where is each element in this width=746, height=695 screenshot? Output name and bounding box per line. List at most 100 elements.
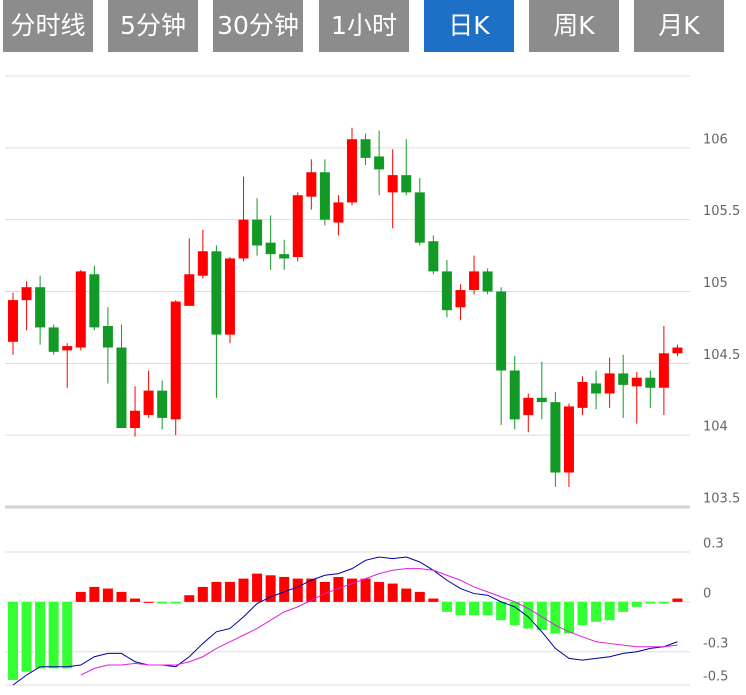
- macd-bar: [536, 601, 547, 631]
- macd-bar: [197, 586, 208, 602]
- macd-bar: [360, 578, 371, 602]
- candle-body: [48, 327, 59, 352]
- candle-body: [536, 397, 547, 403]
- y-tick-label: 105.5: [703, 204, 740, 219]
- candle-body: [658, 353, 669, 388]
- candle-body: [360, 139, 371, 158]
- candle-body: [265, 242, 276, 255]
- macd-bar: [252, 573, 263, 602]
- macd-bar: [414, 591, 425, 602]
- macd-bar: [428, 598, 439, 602]
- candle-body: [333, 202, 344, 223]
- candle-body: [604, 373, 615, 394]
- candle-body: [75, 271, 86, 348]
- y-tick-label: -0.5: [703, 670, 728, 685]
- macd-bar: [224, 581, 235, 602]
- candle-body: [184, 274, 195, 306]
- candle-body: [116, 347, 127, 428]
- candle-body: [563, 406, 574, 473]
- y-tick-label: 106: [703, 132, 728, 147]
- macd-bar: [184, 595, 195, 602]
- candle-body: [238, 219, 249, 259]
- candle-body: [631, 377, 642, 387]
- macd-bar: [130, 598, 141, 602]
- tab[interactable]: 日K: [424, 0, 514, 52]
- candle-body: [401, 175, 412, 193]
- candle-body: [252, 219, 263, 246]
- macd-bar: [306, 578, 317, 602]
- macd-bar: [563, 601, 574, 634]
- macd-bar: [35, 601, 46, 669]
- macd-bar: [170, 601, 181, 604]
- tab[interactable]: 5分钟: [108, 0, 198, 52]
- y-tick-label: 104.5: [703, 348, 740, 363]
- candle-body: [509, 370, 520, 420]
- macd-bar: [238, 578, 249, 602]
- candle-body: [292, 195, 303, 258]
- macd-bar: [509, 601, 520, 626]
- candle-body: [224, 258, 235, 335]
- macd-bar: [618, 601, 629, 612]
- macd-bar: [292, 578, 303, 602]
- candle-body: [523, 397, 534, 416]
- macd-bar: [523, 601, 534, 629]
- macd-bar: [496, 601, 507, 621]
- candle-body: [279, 254, 290, 259]
- candle-body: [102, 325, 113, 348]
- tab[interactable]: 分时线: [3, 0, 93, 52]
- tab[interactable]: 周K: [529, 0, 619, 52]
- candle-body: [211, 251, 222, 335]
- tab[interactable]: 30分钟: [213, 0, 303, 52]
- macd-bar: [48, 601, 59, 669]
- candle-body: [414, 192, 425, 243]
- y-tick-label: 103.5: [703, 492, 740, 507]
- macd-bar: [401, 588, 412, 602]
- candle-body: [374, 156, 385, 170]
- macd-bar: [441, 601, 452, 612]
- macd-bar: [8, 601, 18, 681]
- macd-bar: [75, 591, 86, 602]
- macd-bar: [89, 586, 100, 602]
- tab[interactable]: 1小时: [319, 0, 409, 52]
- macd-bar: [21, 601, 32, 672]
- candle-body: [469, 271, 480, 291]
- y-tick-label: 0.3: [703, 537, 724, 552]
- macd-bar: [62, 601, 73, 669]
- macd-bar: [157, 601, 168, 604]
- macd-bar: [374, 581, 385, 602]
- macd-bar: [550, 601, 561, 634]
- candle-body: [130, 410, 141, 428]
- candle-body: [170, 301, 181, 420]
- candle-body: [482, 271, 493, 292]
- macd-bar: [333, 576, 344, 602]
- macd-bar: [143, 601, 154, 603]
- macd-bar: [577, 601, 588, 626]
- candle-body: [157, 390, 168, 418]
- candle-body: [428, 241, 439, 272]
- macd-bar: [631, 601, 642, 607]
- candle-body: [591, 383, 602, 394]
- candle-body: [672, 347, 683, 354]
- macd-bar: [387, 583, 398, 602]
- tab[interactable]: 月K: [634, 0, 724, 52]
- macd-bar: [469, 601, 480, 616]
- macd-line: [80, 568, 678, 676]
- macd-bar: [645, 601, 656, 604]
- y-tick-label: 105: [703, 276, 728, 291]
- candle-body: [455, 290, 466, 308]
- y-tick-label: -0.3: [703, 636, 728, 651]
- candle-body: [387, 175, 398, 193]
- candle-body: [306, 172, 317, 197]
- macd-line: [12, 556, 678, 686]
- candle-body: [21, 287, 32, 301]
- candle-body: [89, 274, 100, 328]
- y-tick-label: 0: [703, 586, 711, 601]
- macd-bar: [482, 601, 493, 616]
- macd-bar: [455, 601, 466, 616]
- candle-body: [62, 346, 73, 351]
- macd-bar: [265, 575, 276, 602]
- candle-body: [319, 172, 330, 220]
- macd-bar: [279, 576, 290, 602]
